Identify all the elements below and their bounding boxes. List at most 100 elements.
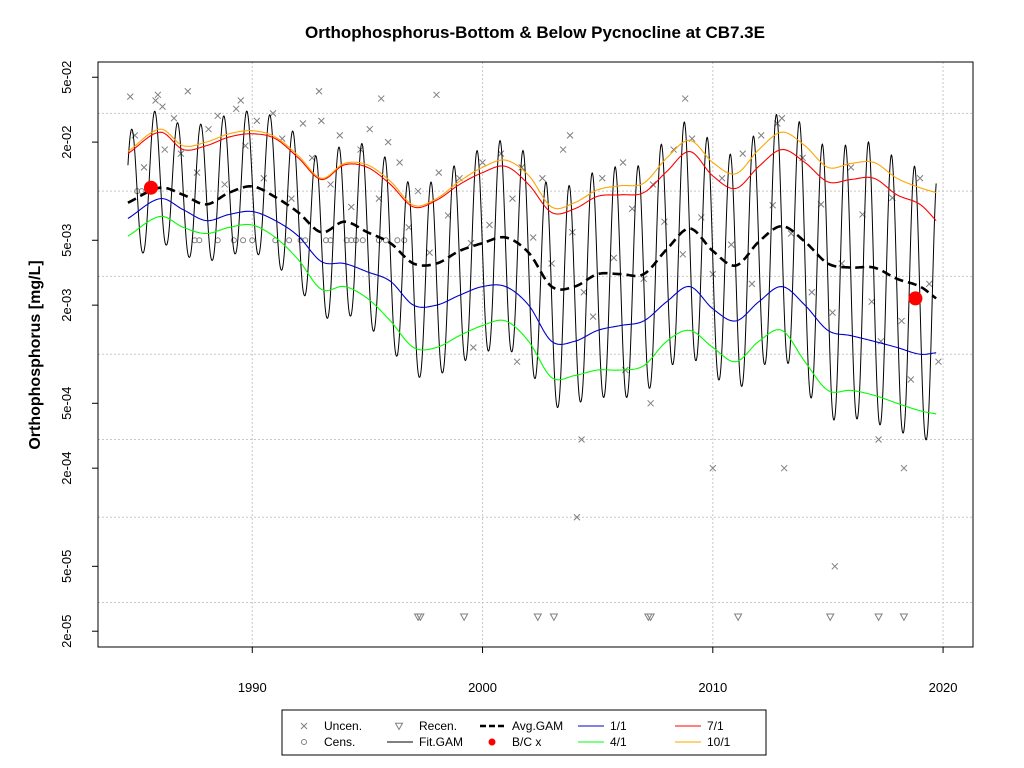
uncensored-point [679, 250, 687, 258]
uncensored-point [205, 125, 212, 133]
uncensored-point [469, 344, 477, 351]
y-axis-label: Orthophosphorus [mg/L] [27, 260, 44, 449]
uncensored-point [347, 203, 355, 211]
uncensored-point [396, 159, 403, 166]
uncensored-point [925, 280, 933, 288]
season-curve-4-1 [127, 215, 937, 415]
uncensored-point [769, 201, 777, 209]
legend: Uncen. Recen. Avg.GAM 1/1 7/1 Cens. Fit.GAM B/C… [281, 709, 767, 756]
chart-title: Orthophosphorus-Bottom & Below Pycnoclin… [305, 23, 765, 42]
y-tick-label: 5e-05 [59, 550, 74, 583]
uncensored-point [159, 103, 166, 111]
uncensored-point [278, 135, 286, 143]
legend-item: B/C x [488, 735, 541, 749]
x-axis: 1990 2000 2010 2020 [238, 647, 958, 695]
uncensored-point [140, 164, 148, 171]
uncensored-point [170, 114, 178, 122]
x-tick-label: 2000 [468, 680, 497, 695]
uncensored-point [907, 376, 915, 383]
uncensored-point [808, 288, 816, 296]
legend-item: 7/1 [675, 719, 724, 733]
uncensored-point [214, 112, 222, 120]
uncensored-point [327, 181, 334, 188]
uncensored-point [518, 164, 526, 171]
uncensored-point [260, 174, 268, 182]
uncensored-point [433, 91, 440, 99]
uncensored-point [435, 169, 443, 176]
recensored-point [646, 613, 655, 622]
grid-lines [98, 62, 973, 647]
censored-point [214, 237, 221, 244]
uncensored-point [580, 288, 588, 296]
uncensored-point [916, 174, 924, 182]
uncensored-point [610, 254, 618, 262]
uncensored-point [221, 181, 228, 188]
y-axis: 2e-05 5e-05 2e-04 5e-04 2e-03 5e-03 2e-02 5e-02 [59, 61, 98, 648]
uncensored-point [829, 309, 836, 316]
uncensored-point [539, 174, 546, 182]
uncensored-point [748, 280, 756, 288]
uncensored-point [900, 464, 908, 472]
y-tick-label: 2e-03 [59, 289, 74, 322]
y-tick-label: 5e-03 [59, 224, 74, 257]
recensored-point [874, 613, 883, 622]
legend-item: Recen. [394, 719, 457, 733]
y-tick-label: 2e-05 [59, 615, 74, 648]
data-layer [126, 87, 942, 622]
censored-point [286, 237, 293, 244]
legend-item: Cens. [301, 735, 355, 749]
legend-box [281, 709, 767, 756]
uncensored-point [414, 187, 422, 195]
recensored-point [533, 613, 543, 622]
uncensored-point [559, 146, 567, 153]
legend-label: 7/1 [707, 719, 724, 733]
season-curve-1-1 [127, 197, 937, 355]
uncensored-point [838, 260, 846, 267]
recensored-point [416, 613, 425, 622]
uncensored-point [647, 399, 654, 407]
bc-point [143, 180, 158, 195]
censored-point [401, 237, 408, 244]
legend-label: Recen. [419, 719, 457, 733]
legend-item: Avg.GAM [480, 719, 563, 733]
uncensored-point [318, 117, 325, 125]
censored-point [394, 237, 401, 244]
legend-label: B/C x [512, 735, 541, 749]
uncensored-point [497, 150, 505, 157]
avg-gam-line [127, 184, 937, 300]
uncensored-point [193, 169, 201, 176]
uncensored-point [709, 464, 717, 472]
uncensored-point [847, 164, 855, 171]
legend-symbol [488, 738, 496, 746]
uncensored-point [154, 91, 162, 99]
uncensored-point [377, 95, 385, 102]
censored-point [240, 237, 247, 244]
x-tick-label: 1990 [238, 680, 267, 695]
uncensored-point [126, 93, 134, 101]
uncensored-point [799, 154, 806, 162]
uncensored-point [573, 513, 581, 521]
uncensored-point [513, 358, 521, 366]
legend-item: Fit.GAM [387, 735, 463, 749]
uncensored-point [152, 97, 159, 104]
recensored-point [825, 613, 835, 622]
legend-item: Uncen. [300, 719, 362, 733]
uncensored-point [566, 132, 574, 139]
uncensored-point [739, 150, 747, 157]
uncensored-point [426, 249, 433, 256]
uncensored-point [161, 146, 169, 153]
uncensored-point [467, 239, 475, 247]
uncensored-point [757, 132, 765, 139]
y-tick-label: 2e-02 [59, 125, 74, 158]
uncensored-point [589, 313, 597, 320]
uncensored-point [529, 234, 537, 241]
uncensored-point [598, 174, 606, 182]
uncensored-point [479, 159, 486, 166]
recensored-point [549, 613, 559, 622]
uncensored-point [184, 87, 192, 95]
uncensored-point [661, 218, 668, 226]
x-tick-label: 2010 [698, 680, 727, 695]
y-tick-label: 5e-04 [59, 387, 74, 420]
